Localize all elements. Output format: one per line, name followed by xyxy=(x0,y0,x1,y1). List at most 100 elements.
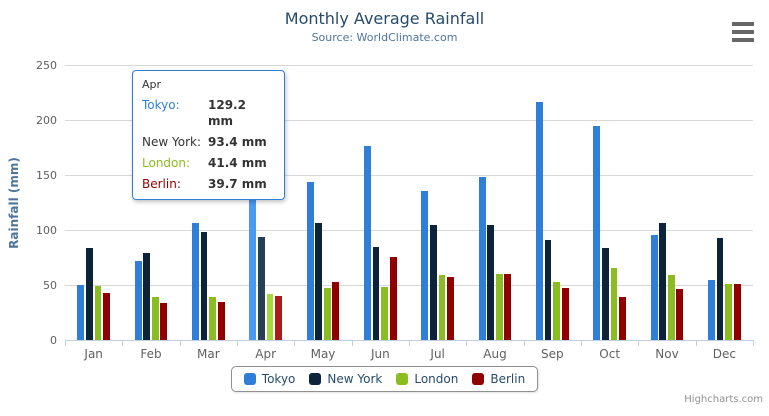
bar-tokyo-may[interactable] xyxy=(306,181,314,340)
legend-swatch-icon xyxy=(309,373,322,385)
tooltip: Apr Tokyo: 129.2 mm New York: 93.4 mm London… xyxy=(132,70,285,200)
legend-swatch-icon xyxy=(243,373,256,385)
x-axis-category-label: Nov xyxy=(655,347,679,361)
legend-item-new-york[interactable]: New York xyxy=(309,372,382,386)
bar-london-oct[interactable] xyxy=(610,268,618,340)
x-axis-tick xyxy=(237,340,238,346)
bar-new-york-jan[interactable] xyxy=(85,248,93,340)
bar-london-sep[interactable] xyxy=(553,282,561,340)
gridline xyxy=(65,285,753,286)
tooltip-series-label: Berlin: xyxy=(142,177,181,191)
bar-berlin-nov[interactable] xyxy=(676,288,684,340)
x-axis-tick xyxy=(638,340,640,346)
x-axis-tick xyxy=(122,340,124,346)
bar-berlin-jun[interactable] xyxy=(389,256,397,340)
tooltip-series-value: 93.4 mm xyxy=(208,135,267,149)
x-axis-tick xyxy=(179,340,181,346)
bar-tokyo-dec[interactable] xyxy=(707,280,715,340)
tooltip-series-label: New York: xyxy=(142,135,201,149)
bar-tokyo-apr[interactable] xyxy=(249,197,257,340)
bar-london-dec[interactable] xyxy=(725,283,733,340)
legend-swatch-icon xyxy=(472,373,485,385)
bar-berlin-dec[interactable] xyxy=(733,283,741,340)
tooltip-series-value: 129.2 mm xyxy=(208,98,246,128)
bar-tokyo-aug[interactable] xyxy=(478,176,486,340)
tooltip-series-value: 41.4 mm xyxy=(208,156,267,170)
tooltip-series-label: Tokyo: xyxy=(142,98,180,112)
legend-label: Tokyo xyxy=(261,372,296,386)
bar-london-jul[interactable] xyxy=(438,275,446,340)
legend-item-tokyo[interactable]: Tokyo xyxy=(243,372,296,386)
bar-tokyo-sep[interactable] xyxy=(535,101,543,340)
bar-new-york-feb[interactable] xyxy=(143,253,151,340)
bar-tokyo-jun[interactable] xyxy=(363,146,371,340)
hamburger-menu-icon[interactable] xyxy=(732,22,754,42)
legend: Tokyo New York London Berlin xyxy=(0,366,769,392)
bar-berlin-mar[interactable] xyxy=(217,302,225,340)
x-axis-category-label: Aug xyxy=(483,347,507,361)
x-axis-category-label: May xyxy=(310,347,336,361)
bar-tokyo-mar[interactable] xyxy=(191,222,199,340)
legend-item-london[interactable]: London xyxy=(396,372,458,386)
bar-london-jun[interactable] xyxy=(381,286,389,340)
bar-new-york-nov[interactable] xyxy=(659,222,667,340)
x-axis-tick xyxy=(581,340,582,346)
gridline xyxy=(65,230,753,231)
x-axis-tick xyxy=(294,340,296,346)
bar-london-apr[interactable] xyxy=(266,294,274,340)
bar-london-nov[interactable] xyxy=(667,274,675,340)
bar-london-mar[interactable] xyxy=(209,296,217,340)
bar-berlin-oct[interactable] xyxy=(619,296,626,340)
credits-link[interactable]: Highcharts.com xyxy=(684,394,763,405)
gridline xyxy=(65,120,753,121)
bar-berlin-feb[interactable] xyxy=(160,303,168,340)
bar-london-may[interactable] xyxy=(323,288,331,340)
x-axis-tick xyxy=(409,340,410,346)
bar-london-feb[interactable] xyxy=(151,297,159,340)
y-axis-tick-label: 100 xyxy=(36,223,57,237)
bar-new-york-sep[interactable] xyxy=(544,239,552,340)
bar-berlin-sep[interactable] xyxy=(561,287,569,340)
y-axis-tick-label: 250 xyxy=(36,58,57,72)
x-axis-category-label: Sep xyxy=(541,347,564,361)
bar-tokyo-feb[interactable] xyxy=(134,261,142,340)
tooltip-series-label: London: xyxy=(142,156,191,170)
bar-new-york-aug[interactable] xyxy=(487,225,495,340)
bar-new-york-dec[interactable] xyxy=(716,238,724,340)
y-axis-tick-label: 50 xyxy=(43,278,57,292)
legend-item-berlin[interactable]: Berlin xyxy=(472,372,525,386)
x-axis-category-label: Mar xyxy=(197,347,220,361)
x-axis-tick xyxy=(695,340,697,346)
legend-label: Berlin xyxy=(490,372,526,386)
bar-tokyo-jan[interactable] xyxy=(77,285,85,340)
bar-new-york-jun[interactable] xyxy=(372,247,380,340)
bar-new-york-apr[interactable] xyxy=(257,237,265,340)
x-axis-tick xyxy=(466,340,468,346)
bar-tokyo-jul[interactable] xyxy=(421,190,429,340)
bar-tokyo-oct[interactable] xyxy=(593,126,601,340)
bar-new-york-oct[interactable] xyxy=(601,248,609,340)
bar-berlin-jan[interactable] xyxy=(103,293,110,340)
bar-berlin-jul[interactable] xyxy=(447,276,454,340)
x-axis-category-label: Feb xyxy=(140,347,162,361)
bar-berlin-aug[interactable] xyxy=(504,273,512,340)
x-axis-category-label: Dec xyxy=(712,347,736,361)
tooltip-rows: Tokyo: 129.2 mm New York: 93.4 mm London: 41.… xyxy=(142,97,275,192)
x-axis-category-label: Jun xyxy=(370,347,390,361)
bar-new-york-jul[interactable] xyxy=(429,224,437,340)
y-axis-tick-label: 200 xyxy=(36,113,57,127)
bar-berlin-may[interactable] xyxy=(332,282,340,340)
bar-london-jan[interactable] xyxy=(94,286,102,340)
x-axis-category-label: Oct xyxy=(599,347,621,361)
bar-berlin-apr[interactable] xyxy=(275,296,282,340)
y-axis-title: Rainfall (mm) xyxy=(7,157,21,249)
bar-london-aug[interactable] xyxy=(495,274,503,340)
gridline xyxy=(65,175,753,176)
legend-swatch-icon xyxy=(396,373,409,385)
bar-new-york-mar[interactable] xyxy=(200,231,208,340)
legend-label: London xyxy=(414,372,459,386)
bar-new-york-may[interactable] xyxy=(315,223,323,340)
bar-tokyo-nov[interactable] xyxy=(650,234,658,340)
x-axis-category-label: Jan xyxy=(84,347,103,361)
